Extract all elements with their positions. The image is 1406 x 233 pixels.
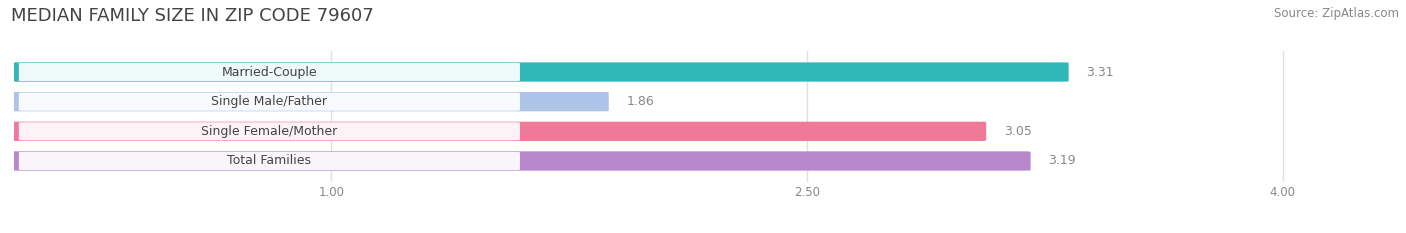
FancyBboxPatch shape [18, 93, 520, 111]
Text: 3.31: 3.31 [1085, 65, 1114, 79]
FancyBboxPatch shape [10, 62, 1069, 82]
Text: 1.86: 1.86 [626, 95, 654, 108]
FancyBboxPatch shape [18, 122, 520, 140]
FancyBboxPatch shape [10, 92, 609, 111]
FancyBboxPatch shape [18, 152, 520, 170]
Text: Total Families: Total Families [228, 154, 311, 168]
Text: 3.19: 3.19 [1047, 154, 1076, 168]
FancyBboxPatch shape [18, 63, 520, 81]
Text: Source: ZipAtlas.com: Source: ZipAtlas.com [1274, 7, 1399, 20]
Text: MEDIAN FAMILY SIZE IN ZIP CODE 79607: MEDIAN FAMILY SIZE IN ZIP CODE 79607 [11, 7, 374, 25]
FancyBboxPatch shape [10, 122, 986, 141]
Text: 3.05: 3.05 [1004, 125, 1032, 138]
Text: Single Female/Mother: Single Female/Mother [201, 125, 337, 138]
Text: Single Male/Father: Single Male/Father [211, 95, 328, 108]
FancyBboxPatch shape [10, 151, 1031, 171]
Text: Married-Couple: Married-Couple [222, 65, 318, 79]
